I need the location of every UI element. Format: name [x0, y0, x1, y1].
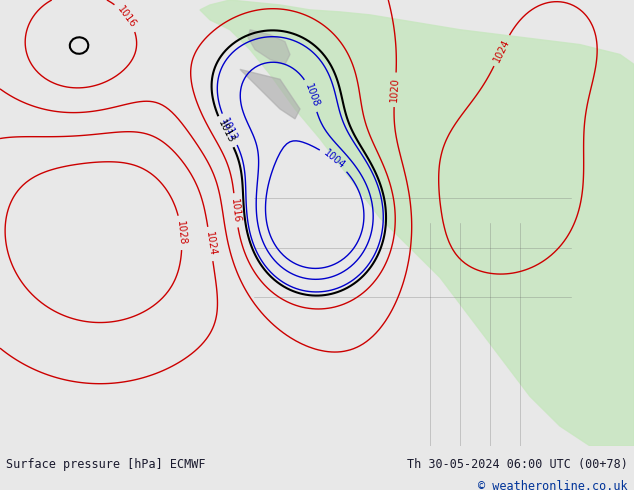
Polygon shape [240, 70, 300, 119]
Text: 1020: 1020 [389, 77, 401, 102]
Text: Surface pressure [hPa] ECMWF: Surface pressure [hPa] ECMWF [6, 458, 206, 471]
Text: 1004: 1004 [321, 148, 347, 172]
Text: 1028: 1028 [175, 220, 188, 245]
Text: 1016: 1016 [230, 197, 242, 223]
Text: 1012: 1012 [219, 116, 239, 143]
Polygon shape [248, 30, 290, 64]
Text: 1008: 1008 [303, 82, 321, 109]
Polygon shape [200, 0, 634, 446]
Text: © weatheronline.co.uk: © weatheronline.co.uk [478, 480, 628, 490]
Text: Th 30-05-2024 06:00 UTC (00+78): Th 30-05-2024 06:00 UTC (00+78) [407, 458, 628, 471]
Text: 1013: 1013 [216, 119, 236, 145]
Text: 1024: 1024 [204, 231, 217, 257]
Text: 1016: 1016 [115, 4, 138, 29]
Text: 1024: 1024 [491, 37, 512, 64]
